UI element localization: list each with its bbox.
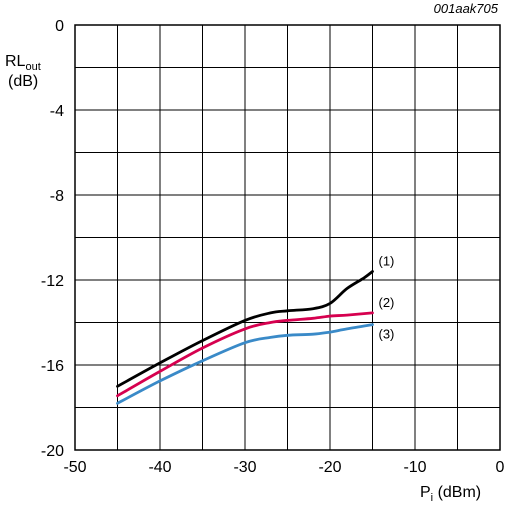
series-line-3 — [116, 323, 374, 405]
x-axis-label: Pi (dBm) — [420, 484, 481, 504]
x-tick-label: -40 — [148, 459, 171, 476]
grid — [75, 25, 500, 450]
x-tick-label: -50 — [63, 459, 86, 476]
y-tick-label: -8 — [50, 188, 64, 205]
y-tick-label: -4 — [50, 103, 64, 120]
x-tick-label: -10 — [403, 459, 426, 476]
plot-frame — [74, 24, 501, 451]
x-axis-label-main: P — [420, 484, 431, 501]
series-tags: (1) (2) (3) — [379, 254, 395, 342]
x-tick-label: 0 — [496, 459, 505, 476]
y-axis-label: RLout — [5, 53, 41, 73]
series-label-2: (2) — [379, 295, 395, 310]
y-tick-label: -12 — [41, 273, 64, 290]
y-axis-label-sub: out — [25, 61, 40, 73]
series-label-3: (3) — [379, 327, 395, 342]
x-axis-label-sub: i — [431, 492, 433, 504]
y-tick-label: -16 — [41, 358, 64, 375]
tick-labels: -50 -40 -30 -20 -10 0 0 -4 -8 -12 -16 -20 — [41, 18, 505, 476]
series-label-1: (1) — [379, 254, 395, 269]
series-line-1 — [116, 270, 374, 388]
x-axis-label-unit: (dBm) — [433, 484, 481, 501]
series-layer — [116, 270, 374, 405]
y-axis-label-main: RL — [5, 53, 26, 70]
y-tick-label: 0 — [55, 18, 64, 35]
x-tick-label: -30 — [233, 459, 256, 476]
x-tick-label: -20 — [318, 459, 341, 476]
reference-code: 001aak705 — [434, 1, 499, 16]
y-tick-label: -20 — [41, 443, 64, 460]
series-line-2 — [116, 311, 374, 398]
y-axis-unit: (dB) — [8, 73, 38, 90]
